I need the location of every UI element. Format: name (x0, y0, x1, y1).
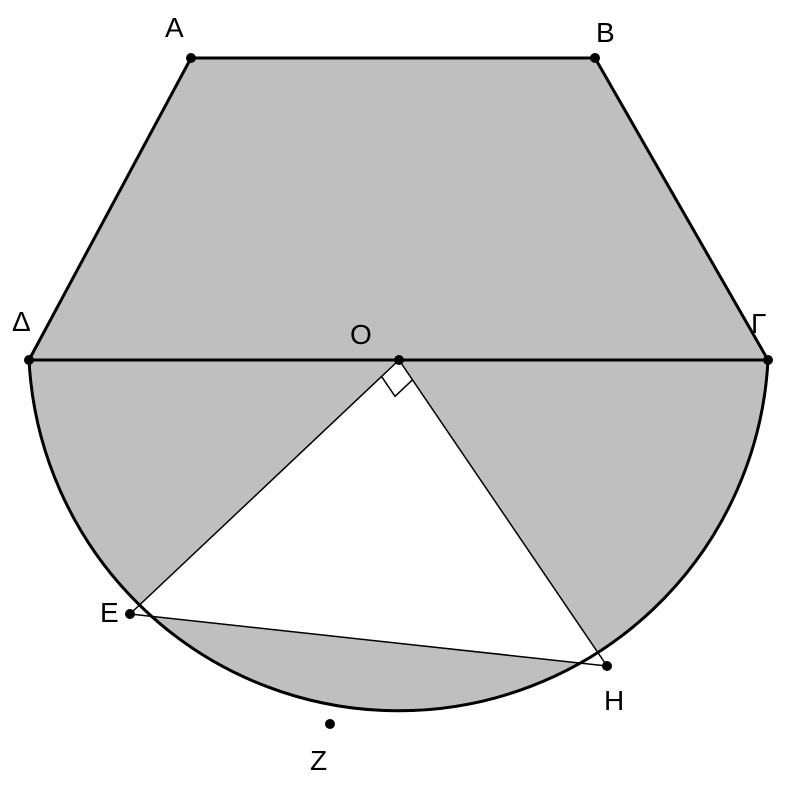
label-Delta: Δ (12, 306, 31, 338)
label-O: Ο (350, 319, 372, 351)
label-A: Α (165, 12, 184, 44)
label-Z: Ζ (310, 745, 327, 777)
label-Gamma: Γ (751, 308, 766, 340)
label-B: Β (596, 17, 615, 49)
geometry-diagram (0, 0, 798, 810)
label-E: Ε (100, 597, 119, 629)
label-H: Η (604, 685, 624, 717)
